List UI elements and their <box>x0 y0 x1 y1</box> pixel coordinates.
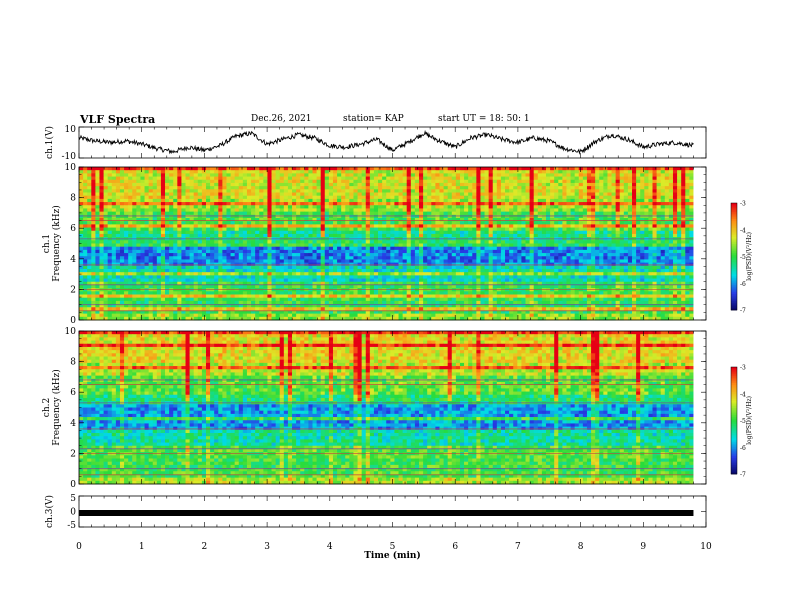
xtick-label: 8 <box>578 542 584 552</box>
ch1-ytick-label: -10 <box>62 152 77 162</box>
ch1-spec-colorbar-tick-label: -5 <box>740 254 746 261</box>
ch1-spec-axes: 0 2 4 6 8 10 ch.1 Frequency (kHz) <box>42 163 707 326</box>
chart-title: VLF Spectra <box>80 113 156 126</box>
ch1-spec-colorbar: -3 -4 -5 -6 -7 log(PSD)(V²/Hz) <box>730 201 753 315</box>
ch3-ylabel: ch.3(V) <box>44 495 55 528</box>
xtick-label: 5 <box>390 542 396 552</box>
ch1-ytick-label: 10 <box>65 125 77 135</box>
xtick-label: 4 <box>327 542 333 552</box>
ch2-spec-ytick-label: 10 <box>65 327 77 337</box>
ch1-axes: 10 -10 ch.1(V) <box>44 125 707 162</box>
ch1-spec-colorbar-tick-label: -6 <box>740 281 746 288</box>
header-station: station= KAP <box>343 114 404 124</box>
ch1-spec-colorbar-tick-label: -4 <box>740 227 746 234</box>
ch1-spec-ytick-label: 8 <box>70 194 76 204</box>
xtick-label: 7 <box>515 542 521 552</box>
xtick-label: 1 <box>139 542 145 552</box>
xaxis-label: Time (min) <box>364 550 421 561</box>
ch3-ytick-label: -5 <box>67 521 76 531</box>
ch2-spec-colorbar: -3 -4 -5 -6 -7 log(PSD)(V²/Hz) <box>730 365 753 479</box>
ch2-spec-ytick-label: 8 <box>70 358 76 368</box>
ch2-spec-ylabel: ch.2 <box>42 398 52 417</box>
ch2-spec-colorbar-tick-label: -6 <box>740 445 746 452</box>
ch1-spec-colorbar-tick-label: -3 <box>740 201 746 208</box>
ch1-spec-heatmap <box>79 167 706 321</box>
ch3-axes: 5 0 -5 ch.3(V) <box>44 494 707 531</box>
ch1-spec-ytick-label: 0 <box>70 316 76 326</box>
ch2-spec-colorbar-tick-label: -5 <box>740 418 746 425</box>
xtick-label: 9 <box>640 542 646 552</box>
ch2-spec-ylabel-frequency: Frequency (kHz) <box>51 369 62 446</box>
ch1-spec-ytick-label: 4 <box>70 255 76 265</box>
header-date: Dec.26, 2021 <box>251 114 312 124</box>
ch3-ytick-label: 5 <box>70 494 76 504</box>
xtick-label: 10 <box>700 542 712 552</box>
xtick-label: 0 <box>76 542 82 552</box>
ch2-spec-axes: 0 2 4 6 8 10 ch.2 Frequency (kHz) <box>42 327 707 490</box>
xtick-label: 3 <box>264 542 270 552</box>
ch2-spec-ytick-label: 6 <box>70 388 76 398</box>
ch2-spec-heatmap <box>79 331 706 485</box>
ch1-spec-colorbar-tick-label: -7 <box>740 308 746 315</box>
ch2-spec-colorbar-tick-label: -4 <box>740 391 746 398</box>
ch1-spec-ytick-label: 10 <box>65 163 77 173</box>
ch2-spec-colorbar-tick-label: -3 <box>740 365 746 372</box>
ch2-spec-colorbar-tick-label: -7 <box>740 472 746 479</box>
ch1-spec-ylabel: ch.1 <box>42 234 52 253</box>
ch3-ytick-label: 0 <box>70 508 76 518</box>
ch1-waveform <box>78 129 694 155</box>
ch1-spec-ytick-label: 6 <box>70 224 76 234</box>
ch1-spec-colorbar-label: log(PSD)(V²/Hz) <box>746 232 753 281</box>
ch2-spec-ytick-label: 4 <box>70 419 76 429</box>
ch2-spec-ytick-label: 0 <box>70 480 76 490</box>
ch2-spec-ytick-label: 2 <box>70 449 76 459</box>
ch1-spec-ytick-label: 2 <box>70 285 76 295</box>
header-start-time: start UT = 18: 50: 1 <box>438 114 530 124</box>
ch1-trace <box>78 129 694 155</box>
xtick-label: 6 <box>452 542 458 552</box>
ch1-spec-ylabel-frequency: Frequency (kHz) <box>51 205 62 282</box>
ch2-spec-colorbar-label: log(PSD)(V²/Hz) <box>746 396 753 445</box>
xtick-label: 2 <box>202 542 208 552</box>
ch1-ylabel: ch.1(V) <box>44 126 55 159</box>
